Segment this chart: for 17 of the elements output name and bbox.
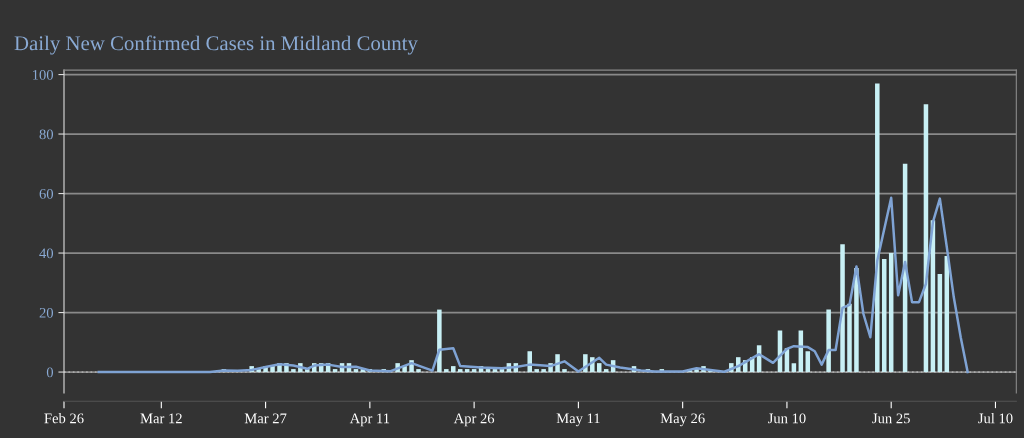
- x-tick-label: Mar 12: [140, 413, 182, 424]
- x-tick-label: Apr 11: [349, 413, 390, 427]
- y-tick-label: 100: [32, 69, 54, 80]
- y-tick-label: 20: [39, 307, 54, 318]
- y-tick-label: 0: [46, 367, 54, 378]
- y-tick-label: 60: [39, 188, 54, 199]
- y-tick-label: 80: [39, 129, 54, 140]
- x-tick-label: Apr 26: [453, 413, 495, 427]
- chart-title: Daily New Confirmed Cases in Midland County: [14, 35, 418, 55]
- x-tick-label: Jul 10: [978, 413, 1013, 424]
- x-tick-label: Feb 26: [44, 413, 84, 424]
- x-tick-label: Jun 25: [872, 413, 910, 424]
- x-tick-label: Mar 27: [244, 413, 287, 424]
- x-tick-label: May 11: [556, 413, 600, 427]
- x-tick-label: May 26: [660, 413, 705, 427]
- y-tick-label: 40: [39, 248, 54, 259]
- x-tick-label: Jun 10: [767, 413, 806, 424]
